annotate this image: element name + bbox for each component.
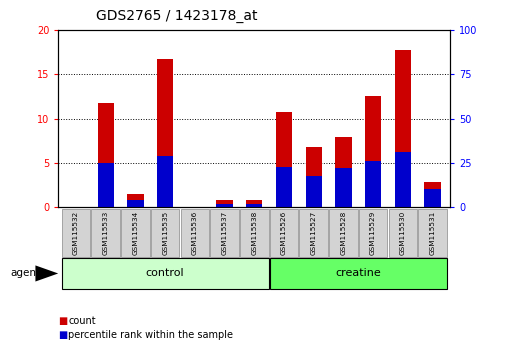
Text: GSM115529: GSM115529 [369,211,375,255]
Bar [216,200,232,207]
Text: count: count [68,316,96,326]
Bar [157,156,173,207]
Bar [388,209,416,257]
Bar [91,209,120,257]
Text: GSM115530: GSM115530 [399,211,405,255]
Text: agent: agent [10,268,40,278]
Bar [394,152,410,207]
Bar [334,137,351,207]
Polygon shape [35,266,58,281]
Bar [305,147,321,207]
Bar [418,209,446,257]
Bar [424,182,440,207]
Bar [157,59,173,207]
Bar [180,209,209,257]
Bar [328,209,357,257]
Bar [150,209,179,257]
Bar [394,50,410,207]
Text: GDS2765 / 1423178_at: GDS2765 / 1423178_at [96,9,258,23]
Text: GSM115527: GSM115527 [310,211,316,255]
Bar [305,176,321,207]
Text: control: control [145,268,184,279]
Bar [334,168,351,207]
Text: GSM115535: GSM115535 [162,211,168,255]
Text: ■: ■ [58,316,67,326]
Bar [121,209,149,257]
Bar [127,194,143,207]
Text: ■: ■ [58,330,67,339]
Bar [216,205,232,207]
Bar [62,209,90,257]
Text: GSM115538: GSM115538 [251,211,257,255]
Text: GSM115528: GSM115528 [340,211,346,255]
Bar [364,96,380,207]
Bar [245,200,262,207]
Bar [269,209,297,257]
Bar [97,163,114,207]
Bar [364,161,380,207]
Bar [269,258,446,289]
Bar [97,103,114,207]
Bar [424,188,440,207]
Bar [358,209,387,257]
Text: GSM115533: GSM115533 [103,211,109,255]
Bar [127,200,143,207]
Text: creatine: creatine [335,268,380,279]
Text: GSM115531: GSM115531 [429,211,435,255]
Text: GSM115536: GSM115536 [191,211,197,255]
Bar [275,113,291,207]
Bar [239,209,268,257]
Text: GSM115532: GSM115532 [73,211,79,255]
Bar [210,209,238,257]
Text: GSM115537: GSM115537 [221,211,227,255]
Text: GSM115534: GSM115534 [132,211,138,255]
Bar [62,258,268,289]
Bar [275,167,291,207]
Bar [299,209,327,257]
Bar [245,205,262,207]
Text: percentile rank within the sample: percentile rank within the sample [68,330,233,339]
Text: GSM115526: GSM115526 [280,211,286,255]
